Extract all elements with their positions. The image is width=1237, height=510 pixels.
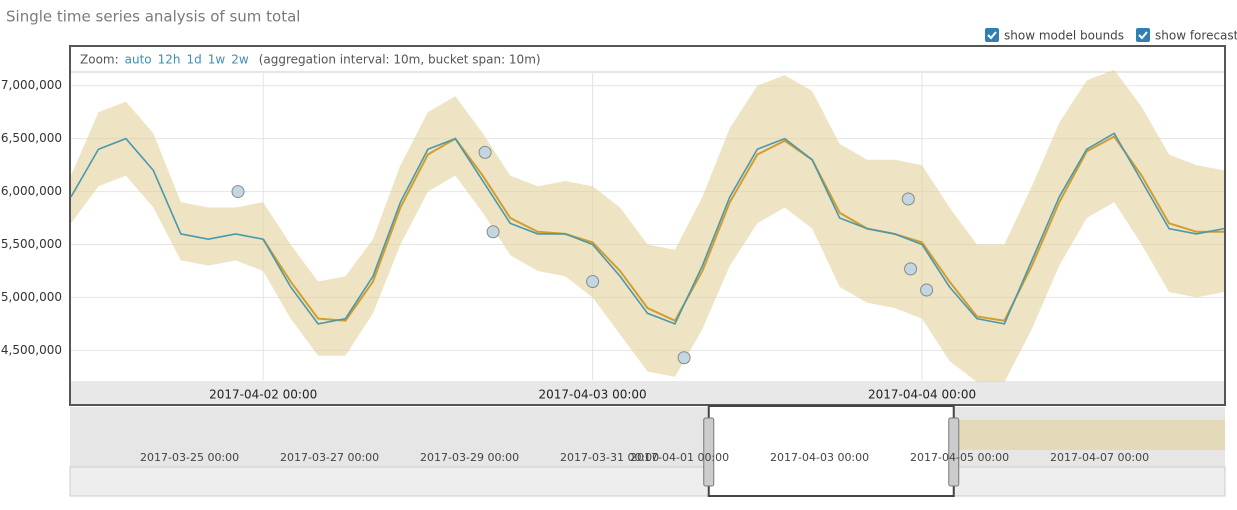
checkbox-label[interactable]: show model bounds: [1004, 29, 1124, 43]
anomaly-marker: [231, 185, 245, 199]
x-tick-label: 2017-04-04 00:00: [868, 388, 976, 402]
model-bounds: [71, 69, 1224, 383]
context-forecast-band: [953, 420, 1225, 450]
context-tick-label: 2017-04-01 00:00: [630, 451, 729, 464]
checkbox[interactable]: [1136, 28, 1150, 42]
zoom-label: Zoom:: [80, 53, 119, 67]
context-tick-label: 2017-04-03 00:00: [770, 451, 869, 464]
brush-selection[interactable]: [707, 405, 955, 497]
zoom-option[interactable]: auto: [125, 53, 152, 67]
y-tick-label: 7,000,000: [1, 78, 62, 92]
anomaly-marker: [478, 145, 492, 159]
anomaly-marker: [901, 192, 915, 206]
context-tick-label: 2017-03-25 00:00: [140, 451, 239, 464]
y-tick-label: 5,500,000: [1, 237, 62, 251]
anomaly-marker: [677, 351, 691, 365]
swimlane: [69, 466, 1226, 497]
zoom-option[interactable]: 12h: [158, 53, 181, 67]
brush-handle[interactable]: [948, 417, 960, 487]
anomaly-marker: [904, 262, 918, 276]
zoom-option[interactable]: 1w: [208, 53, 226, 67]
anomaly-marker: [486, 225, 500, 239]
y-tick-label: 6,000,000: [1, 184, 62, 198]
zoom-info: (aggregation interval: 10m, bucket span:…: [259, 53, 541, 67]
zoom-option[interactable]: 2w: [231, 53, 249, 67]
series-line: [262, 135, 1224, 323]
y-tick-label: 6,500,000: [1, 131, 62, 145]
context-tick-label: 2017-03-27 00:00: [280, 451, 379, 464]
check-icon: [987, 31, 997, 40]
x-tick-label: 2017-04-03 00:00: [539, 388, 647, 402]
context-tick-label: 2017-04-07 00:00: [1050, 451, 1149, 464]
x-axis-strip: [71, 381, 1224, 404]
checkbox[interactable]: [985, 28, 999, 42]
context-tick-label: 2017-03-29 00:00: [420, 451, 519, 464]
checkbox-label[interactable]: show forecast: [1155, 29, 1237, 43]
brush-handle[interactable]: [703, 417, 715, 487]
zoom-option[interactable]: 1d: [187, 53, 202, 67]
x-tick-label: 2017-04-02 00:00: [209, 388, 317, 402]
series-line: [70, 132, 1225, 325]
check-icon: [1138, 31, 1148, 40]
context-tick-label: 2017-04-05 00:00: [910, 451, 1009, 464]
y-tick-label: 4,500,000: [1, 343, 62, 357]
page-title: Single time series analysis of sum total: [6, 8, 300, 26]
anomaly-marker: [586, 275, 600, 289]
context-tick-label: 2017-03-31 00:00: [560, 451, 659, 464]
y-tick-label: 5,000,000: [1, 290, 62, 304]
anomaly-marker: [920, 283, 934, 297]
